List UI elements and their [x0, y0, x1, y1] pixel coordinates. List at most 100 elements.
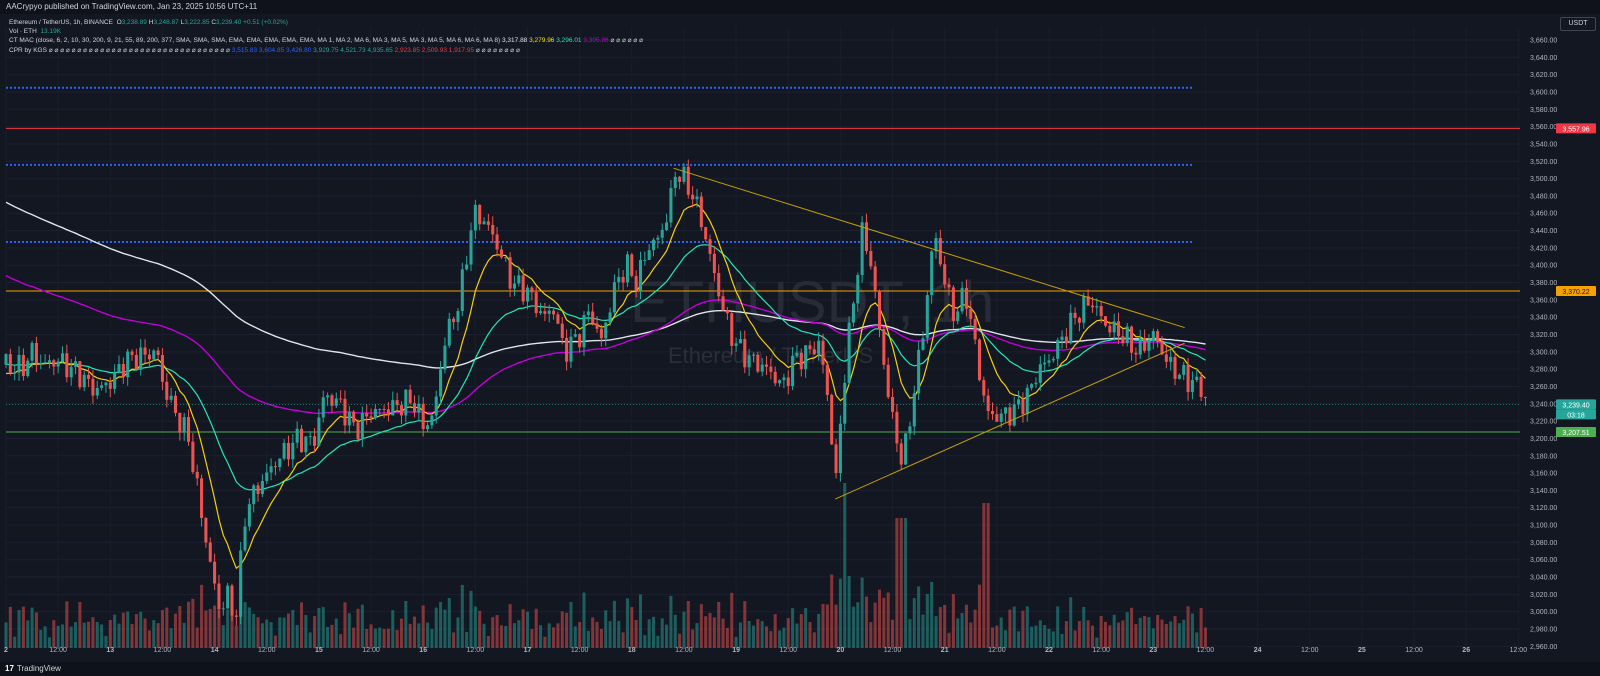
candle-body	[1134, 352, 1138, 355]
volume-bar	[1047, 628, 1051, 648]
volume-bar	[191, 598, 195, 648]
time-tick-label: 12:00	[467, 647, 485, 654]
volume-bar	[313, 616, 317, 648]
legend-l-label: L	[180, 19, 185, 26]
legend-cpr-row[interactable]: CPR by KGS ⌀ ⌀ ⌀ ⌀ ⌀ ⌀ ⌀ ⌀ ⌀ ⌀ ⌀ ⌀ ⌀ ⌀ ⌀…	[9, 46, 643, 55]
volume-bar	[512, 623, 516, 648]
candle-body	[1043, 362, 1047, 365]
currency-selector[interactable]: USDT	[1560, 17, 1596, 31]
volume-bar	[60, 624, 65, 648]
candle-body	[373, 408, 377, 419]
candle-body	[730, 313, 734, 346]
volume-bar	[556, 623, 560, 648]
candle-body	[243, 526, 247, 551]
candle-body	[426, 425, 430, 430]
legend-volume-row[interactable]: Vol · ETH 13.19K	[9, 27, 643, 36]
time-tick-label: 25	[1358, 647, 1366, 654]
price-tick-label: 3,520.00	[1530, 159, 1557, 166]
candle-body	[95, 387, 99, 396]
candle-body	[230, 585, 234, 616]
volume-bar	[699, 604, 703, 648]
candle-body	[408, 389, 412, 404]
volume-bar	[595, 621, 599, 648]
candle-body	[808, 345, 812, 350]
candle-body	[352, 411, 356, 423]
candle-body	[582, 315, 586, 348]
volume-bar	[1021, 610, 1025, 648]
volume-bar	[291, 609, 295, 648]
legend-c-label: C	[211, 19, 217, 26]
price-tick-label: 3,060.00	[1530, 557, 1557, 564]
candle-body	[221, 608, 225, 610]
time-tick-label: 18	[628, 647, 636, 654]
volume-bar	[317, 607, 321, 648]
volume-bar	[986, 503, 990, 648]
legend-cpr-label: CPR by KGS	[9, 46, 47, 54]
volume-bar	[678, 633, 682, 648]
volume-bar	[491, 617, 495, 648]
candle-body	[725, 310, 729, 314]
volume-bar	[778, 630, 782, 648]
price-axis: 3,660.00 3,640.00 3,620.00 3,600.00 3,580.00…	[1530, 37, 1557, 650]
candle-body	[721, 296, 725, 311]
legend-symbol-row[interactable]: Ethereum / TetherUS, 1h, BINANCE O3,238.…	[9, 18, 643, 27]
candle-body	[782, 377, 786, 381]
volume-bar	[187, 601, 191, 648]
candle-body	[304, 436, 308, 453]
candle-body	[491, 224, 495, 235]
candle-body	[604, 322, 608, 339]
volume-bar	[786, 618, 790, 648]
candle-body	[165, 381, 169, 400]
time-tick-label: 12:00	[258, 647, 276, 654]
candle-body	[1147, 340, 1151, 351]
price-tick-label: 3,540.00	[1530, 141, 1557, 148]
price-tick-label: 3,560.00	[1530, 124, 1557, 131]
candle-body	[521, 275, 525, 302]
countdown-label: 03:18	[1567, 412, 1585, 419]
price-tick-label: 3,080.00	[1530, 540, 1557, 547]
candle-body	[169, 395, 173, 400]
candle-body	[964, 288, 968, 309]
volume-bar	[712, 617, 716, 648]
volume-bar	[604, 610, 608, 648]
volume-bar	[473, 606, 477, 648]
time-tick-label: 20	[837, 647, 845, 654]
legend-mac-label: CT MAC (close, 6, 2, 10, 30, 200, 9, 21,…	[9, 37, 501, 45]
volume-bar	[543, 636, 547, 648]
candle-body	[187, 417, 191, 442]
candle-body	[1125, 326, 1129, 344]
candle-body	[34, 342, 38, 364]
legend-mac-row[interactable]: CT MAC (close, 6, 2, 10, 30, 200, 9, 21,…	[9, 36, 643, 45]
countdown-bg	[1556, 409, 1596, 420]
time-tick-label: 2	[4, 647, 8, 654]
price-tag-current: 3,239.40	[1562, 402, 1589, 409]
volume-bar	[521, 609, 525, 648]
candle-body	[678, 176, 682, 182]
volume-bar	[934, 616, 938, 648]
candle-body	[213, 561, 217, 584]
time-axis: 2 12:00 13 12:00 14 12:00 15 12:00 16 12:00 17 12:0…	[4, 647, 1527, 654]
volume-bar	[299, 602, 304, 648]
volume-bar	[1103, 621, 1108, 648]
volume-bar	[895, 518, 899, 648]
volume-bar	[799, 614, 803, 648]
price-chart[interactable]: ETHUSDT, 1h Ethereum / TetherUS 3,660.00…	[0, 14, 1600, 662]
candle-body	[565, 337, 569, 362]
candle-body	[356, 422, 360, 440]
volume-bar	[904, 518, 908, 648]
candle-body	[47, 360, 51, 363]
candle-body	[39, 363, 43, 365]
volume-bar	[1108, 625, 1112, 648]
candle-body	[578, 334, 582, 348]
volume-bar	[886, 592, 890, 648]
candle-body	[74, 361, 78, 367]
watermark-symbol: ETHUSDT, 1h	[630, 270, 994, 335]
volume-bar	[391, 610, 395, 648]
candle-body	[486, 221, 490, 225]
candle-body	[599, 328, 603, 339]
volume-bar	[126, 611, 130, 648]
volume-bar	[756, 619, 760, 648]
candle-body	[834, 444, 838, 474]
time-tick-label: 12:00	[1301, 647, 1319, 654]
candle-body	[630, 254, 634, 276]
